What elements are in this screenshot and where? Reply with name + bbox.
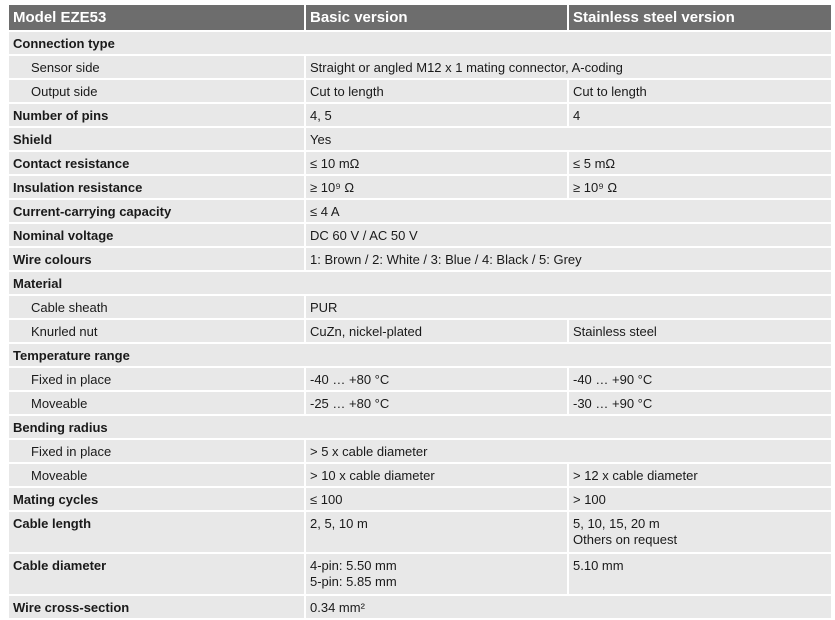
basic-value: ≤ 10 mΩ (306, 152, 567, 174)
stainless-value: 5, 10, 15, 20 m Others on request (569, 512, 831, 552)
row-label: Fixed in place (9, 440, 304, 462)
stainless-value: 4 (569, 104, 831, 126)
row-label: Cable length (9, 512, 304, 552)
row-label: Number of pins (9, 104, 304, 126)
header-stainless-version: Stainless steel version (569, 5, 831, 30)
value-line: 4-pin: 5.50 mm (310, 558, 397, 573)
stainless-value: > 12 x cable diameter (569, 464, 831, 486)
row-label: Insulation resistance (9, 176, 304, 198)
row-label: Wire cross-section (9, 596, 304, 618)
table-row: Cable length 2, 5, 10 m 5, 10, 15, 20 m Ot… (9, 512, 831, 552)
table-row: Output side Cut to length Cut to length (9, 80, 831, 102)
row-label: Shield (9, 128, 304, 150)
basic-value: DC 60 V / AC 50 V (306, 224, 831, 246)
section-row: Connection type (9, 32, 831, 54)
basic-value: Cut to length (306, 80, 567, 102)
basic-value: ≤ 100 (306, 488, 567, 510)
basic-value: > 5 x cable diameter (306, 440, 831, 462)
basic-value: 4-pin: 5.50 mm 5-pin: 5.85 mm (306, 554, 567, 594)
table-row: Cable diameter 4-pin: 5.50 mm 5-pin: 5.85 … (9, 554, 831, 594)
basic-value: 4, 5 (306, 104, 567, 126)
section-label: Bending radius (9, 416, 831, 438)
row-label: Moveable (9, 392, 304, 414)
value-line: Others on request (573, 532, 678, 547)
section-label: Temperature range (9, 344, 831, 366)
section-row: Bending radius (9, 416, 831, 438)
row-label: Fixed in place (9, 368, 304, 390)
stainless-value: Stainless steel (569, 320, 831, 342)
stainless-value: Cut to length (569, 80, 831, 102)
table-row: Nominal voltage DC 60 V / AC 50 V (9, 224, 831, 246)
value-line: 5, 10, 15, 20 m (573, 516, 660, 531)
row-label: Mating cycles (9, 488, 304, 510)
spec-rows: Connection type Sensor side Straight or an… (9, 32, 831, 618)
table-row: Wire cross-section 0.34 mm² (9, 596, 831, 618)
stainless-value: -30 … +90 °C (569, 392, 831, 414)
row-label: Output side (9, 80, 304, 102)
basic-value: ≤ 4 A (306, 200, 831, 222)
basic-value: PUR (306, 296, 831, 318)
table-row: Cable sheath PUR (9, 296, 831, 318)
basic-value: Yes (306, 128, 831, 150)
row-label: Moveable (9, 464, 304, 486)
row-label: Cable diameter (9, 554, 304, 594)
section-row: Temperature range (9, 344, 831, 366)
section-label: Connection type (9, 32, 831, 54)
row-label: Nominal voltage (9, 224, 304, 246)
stainless-value: ≤ 5 mΩ (569, 152, 831, 174)
table-row: Contact resistance ≤ 10 mΩ ≤ 5 mΩ (9, 152, 831, 174)
row-label: Cable sheath (9, 296, 304, 318)
basic-value: > 10 x cable diameter (306, 464, 567, 486)
section-row: Material (9, 272, 831, 294)
table-row: Current-carrying capacity ≤ 4 A (9, 200, 831, 222)
basic-value: ≥ 10⁹ Ω (306, 176, 567, 198)
header-basic-version: Basic version (306, 5, 567, 30)
table-row: Wire colours 1: Brown / 2: White / 3: Blu… (9, 248, 831, 270)
table-row: Mating cycles ≤ 100 > 100 (9, 488, 831, 510)
header-model: Model EZE53 (9, 5, 304, 30)
basic-value: 1: Brown / 2: White / 3: Blue / 4: Black… (306, 248, 831, 270)
basic-value: -40 … +80 °C (306, 368, 567, 390)
table-row: Fixed in place > 5 x cable diameter (9, 440, 831, 462)
table-row: Knurled nut CuZn, nickel-plated Stainless … (9, 320, 831, 342)
row-label: Sensor side (9, 56, 304, 78)
table-row: Moveable -25 … +80 °C -30 … +90 °C (9, 392, 831, 414)
table-row: Fixed in place -40 … +80 °C -40 … +90 °C (9, 368, 831, 390)
basic-value: 2, 5, 10 m (306, 512, 567, 552)
value-line: 5-pin: 5.85 mm (310, 574, 397, 589)
row-label: Knurled nut (9, 320, 304, 342)
stainless-value: 5.10 mm (569, 554, 831, 594)
row-label: Wire colours (9, 248, 304, 270)
header-row: Model EZE53 Basic version Stainless stee… (9, 5, 831, 30)
basic-value: -25 … +80 °C (306, 392, 567, 414)
spec-table: Model EZE53 Basic version Stainless stee… (7, 3, 833, 620)
stainless-value: > 100 (569, 488, 831, 510)
table-row: Insulation resistance ≥ 10⁹ Ω ≥ 10⁹ Ω (9, 176, 831, 198)
table-row: Moveable > 10 x cable diameter > 12 x cabl… (9, 464, 831, 486)
row-label: Current-carrying capacity (9, 200, 304, 222)
section-label: Material (9, 272, 831, 294)
row-label: Contact resistance (9, 152, 304, 174)
basic-value: CuZn, nickel-plated (306, 320, 567, 342)
basic-value: 0.34 mm² (306, 596, 831, 618)
table-row: Shield Yes (9, 128, 831, 150)
stainless-value: ≥ 10⁹ Ω (569, 176, 831, 198)
table-row: Sensor side Straight or angled M12 x 1 ma… (9, 56, 831, 78)
value-line: 5.10 mm (573, 558, 624, 573)
value-line: 2, 5, 10 m (310, 516, 368, 531)
basic-value: Straight or angled M12 x 1 mating connec… (306, 56, 831, 78)
stainless-value: -40 … +90 °C (569, 368, 831, 390)
